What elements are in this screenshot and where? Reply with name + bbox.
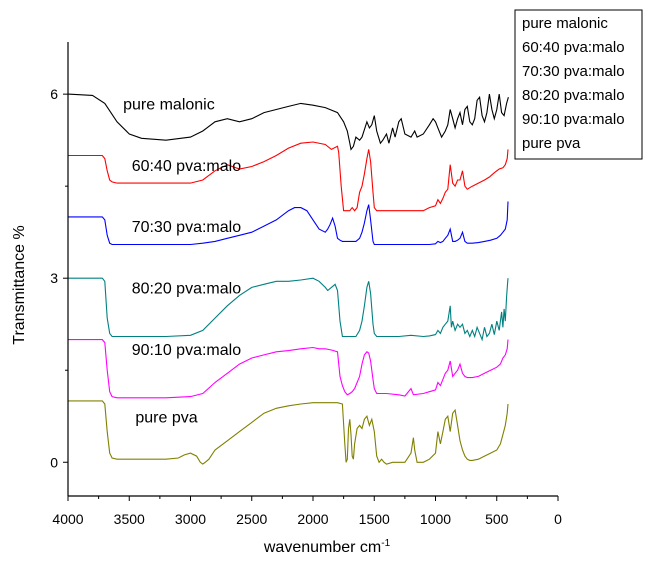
series-label-1: 60:40 pva:malo <box>132 158 242 175</box>
series-layer <box>67 93 509 465</box>
y-axis-label: Transmittance % <box>11 225 28 344</box>
x-tick-label: 2000 <box>297 511 328 527</box>
series-label-4: 90:10 pva:malo <box>132 342 242 359</box>
x-tick-label: 1000 <box>420 511 451 527</box>
legend-entry-3: 80:20 pva:malo <box>522 87 625 104</box>
series-labels-layer: pure malonic 60:40 pva:malo 70:30 pva:malo… <box>123 96 241 426</box>
y-tick-label: 3 <box>50 270 58 286</box>
x-tick-label: 0 <box>554 511 562 527</box>
x-ticks: 4000 3500 3000 2500 2000 1500 1000 500 0 <box>52 496 562 527</box>
series-line-5 <box>68 400 509 465</box>
y-ticks: 0 3 6 <box>50 86 68 470</box>
series-label-5: pure pva <box>135 409 197 426</box>
series-line-3 <box>68 277 509 342</box>
series-label-3: 80:20 pva:malo <box>132 281 242 298</box>
x-tick-label: 3500 <box>114 511 145 527</box>
x-axis-label: wavenumber cm-1 <box>263 538 391 556</box>
x-tick-label: 2500 <box>236 511 267 527</box>
series-label-0: pure malonic <box>123 96 215 113</box>
x-tick-label: 1500 <box>359 511 390 527</box>
x-axis-label-superscript: -1 <box>381 538 390 549</box>
series-label-2: 70:30 pva:malo <box>132 219 242 236</box>
x-tick-label: 3000 <box>175 511 206 527</box>
x-tick-label: 500 <box>485 511 509 527</box>
series-line-4 <box>68 339 509 399</box>
legend-entry-5: pure pva <box>522 135 581 152</box>
y-tick-label: 0 <box>50 454 58 470</box>
legend-entry-2: 70:30 pva:malo <box>522 63 625 80</box>
legend: pure malonic 60:40 pva:malo 70:30 pva:malo… <box>514 9 643 160</box>
y-tick-label: 6 <box>50 86 58 102</box>
series-line-0 <box>67 93 509 151</box>
legend-box <box>514 9 643 160</box>
legend-entry-1: 60:40 pva:malo <box>522 39 625 56</box>
series-line-2 <box>68 201 509 246</box>
series-line-1 <box>68 141 509 212</box>
x-tick-label: 4000 <box>52 511 83 527</box>
legend-entry-4: 90:10 pva:malo <box>522 111 625 128</box>
legend-entry-0: pure malonic <box>522 15 608 32</box>
